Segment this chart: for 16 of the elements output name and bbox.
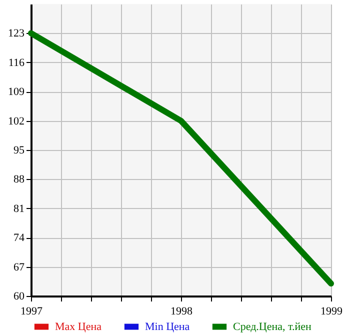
y-tick-label: 102	[8, 115, 24, 128]
y-tick-label: 88	[14, 174, 25, 186]
y-tick-label: 116	[8, 56, 25, 69]
legend-label: Max Цена	[55, 320, 102, 333]
y-tick-label: 67	[14, 261, 25, 274]
y-tick-label: 81	[14, 202, 24, 215]
x-tick-label: 1997	[20, 306, 43, 318]
y-tick-label: 123	[8, 28, 25, 40]
x-tick-label: 1998	[170, 306, 193, 318]
y-tick-label: 74	[14, 232, 25, 244]
y-tick-label: 109	[8, 86, 25, 98]
y-tick-label: 60	[14, 290, 25, 302]
legend-label: Min Цена	[145, 320, 190, 333]
legend-label: Сред.Цена, т.йен	[233, 320, 312, 333]
y-tick-label: 95	[14, 144, 25, 156]
x-tick-label: 1999	[320, 306, 343, 318]
